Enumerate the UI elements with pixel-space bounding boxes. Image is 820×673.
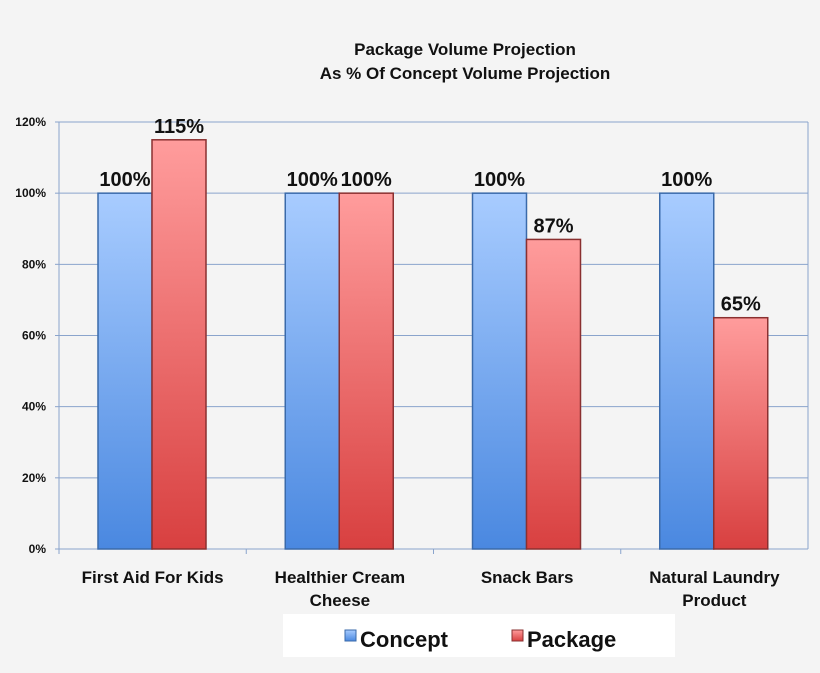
bar-package (713, 316, 769, 550)
x-category-label: Natural Laundry (649, 568, 780, 587)
data-label: 115% (154, 116, 204, 138)
legend-label: Concept (360, 627, 449, 652)
x-category-label: First Aid For Kids (82, 568, 224, 587)
y-tick-label: 100% (15, 186, 46, 200)
data-label: 100% (661, 169, 712, 191)
chart-title: Package Volume Projection (354, 40, 576, 59)
y-tick-label: 120% (15, 115, 46, 129)
y-tick-label: 80% (22, 257, 46, 271)
x-category-label: Healthier Cream (275, 568, 405, 587)
y-tick-label: 20% (22, 471, 46, 485)
bar-concept (97, 192, 153, 550)
y-tick-label: 60% (22, 329, 46, 343)
x-category-label: Snack Bars (481, 568, 574, 587)
data-label: 100% (474, 169, 525, 191)
bar-package (525, 238, 582, 550)
data-label: 100% (99, 169, 150, 191)
bar-concept (659, 192, 715, 550)
bar-package (151, 139, 207, 550)
data-label: 87% (533, 215, 573, 237)
x-category-label: Cheese (310, 591, 370, 610)
x-category-label: Product (682, 591, 747, 610)
legend-swatch-concept (344, 629, 357, 642)
y-tick-label: 40% (22, 400, 46, 414)
data-label: 65% (721, 294, 761, 316)
legend-swatch-package (511, 629, 524, 642)
chart-subtitle: As % Of Concept Volume Projection (320, 64, 611, 83)
legend-label: Package (527, 627, 616, 652)
data-label: 100% (341, 169, 392, 191)
bar-concept (284, 192, 340, 550)
data-label: 100% (287, 169, 338, 191)
bar-package (338, 192, 394, 550)
bar-concept (471, 192, 528, 550)
y-tick-label: 0% (29, 542, 47, 556)
